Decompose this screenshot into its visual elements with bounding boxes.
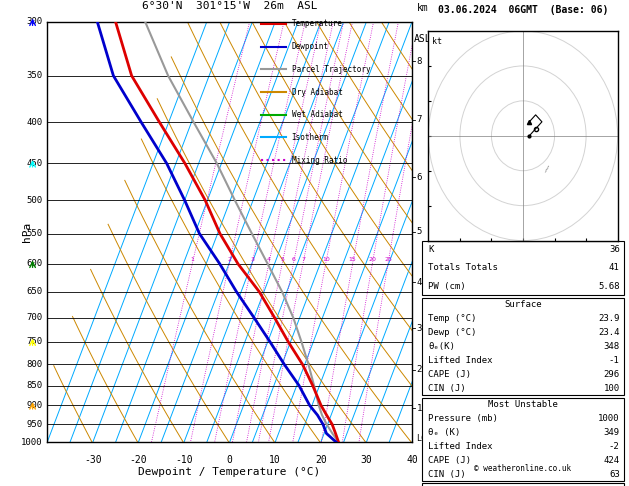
Text: 550: 550 [26, 229, 43, 238]
Text: Temperature: Temperature [292, 19, 342, 29]
Text: 25: 25 [384, 257, 392, 262]
Text: 8: 8 [416, 57, 422, 66]
Text: 100: 100 [604, 384, 620, 393]
Text: 3: 3 [250, 257, 254, 262]
Text: CIN (J): CIN (J) [428, 469, 466, 479]
Bar [422, 298, 624, 396]
Text: Mixing Ratio: Mixing Ratio [292, 156, 347, 165]
Text: ASL: ASL [414, 35, 431, 45]
Text: 7: 7 [416, 115, 422, 124]
Text: 348: 348 [604, 342, 620, 351]
Text: 15: 15 [349, 257, 357, 262]
Text: CAPE (J): CAPE (J) [428, 370, 471, 379]
Text: 296: 296 [604, 370, 620, 379]
Text: 300: 300 [26, 17, 43, 26]
Text: hPa: hPa [22, 222, 32, 242]
Text: 400: 400 [26, 118, 43, 127]
Text: \: \ [542, 164, 550, 173]
Text: -30: -30 [84, 455, 102, 465]
Text: 20: 20 [369, 257, 376, 262]
Text: PW (cm): PW (cm) [428, 282, 466, 291]
Text: 36: 36 [609, 245, 620, 254]
Text: 10: 10 [322, 257, 330, 262]
Text: 23.4: 23.4 [598, 328, 620, 337]
Text: 900: 900 [26, 401, 43, 410]
Text: Most Unstable: Most Unstable [488, 400, 558, 409]
Text: Isotherm: Isotherm [292, 133, 328, 142]
Text: CIN (J): CIN (J) [428, 384, 466, 393]
Text: 450: 450 [26, 159, 43, 168]
Text: 650: 650 [26, 287, 43, 296]
Text: 20: 20 [315, 455, 326, 465]
Text: Dry Adiabat: Dry Adiabat [292, 87, 342, 97]
Text: Temp (°C): Temp (°C) [428, 314, 477, 323]
Text: 1: 1 [416, 404, 422, 413]
Text: 800: 800 [26, 360, 43, 369]
Text: CAPE (J): CAPE (J) [428, 456, 471, 465]
Text: Pressure (mb): Pressure (mb) [428, 414, 498, 423]
Text: 600: 600 [26, 260, 43, 268]
Text: θₑ(K): θₑ(K) [428, 342, 455, 351]
Text: Parcel Trajectory: Parcel Trajectory [292, 65, 370, 74]
Text: 5: 5 [416, 227, 422, 236]
Bar [422, 241, 624, 295]
Text: 350: 350 [26, 71, 43, 80]
Text: 5: 5 [281, 257, 284, 262]
Text: 4: 4 [416, 278, 422, 287]
Text: 10: 10 [269, 455, 281, 465]
Text: K: K [428, 245, 434, 254]
Text: 500: 500 [26, 196, 43, 205]
Text: Dewp (°C): Dewp (°C) [428, 328, 477, 337]
Text: 424: 424 [604, 456, 620, 465]
Text: 850: 850 [26, 381, 43, 390]
Bar [422, 398, 624, 481]
Text: km: km [417, 3, 429, 14]
Text: Totals Totals: Totals Totals [428, 263, 498, 273]
Text: 950: 950 [26, 420, 43, 429]
Text: 1000: 1000 [598, 414, 620, 423]
Text: 2: 2 [227, 257, 231, 262]
Text: Surface: Surface [504, 300, 542, 309]
Text: -20: -20 [130, 455, 147, 465]
Text: 700: 700 [26, 313, 43, 322]
Text: Dewpoint: Dewpoint [292, 42, 328, 51]
Text: θₑ (K): θₑ (K) [428, 428, 460, 437]
Text: 3: 3 [416, 324, 422, 332]
Text: -1: -1 [609, 356, 620, 365]
Text: 03.06.2024  06GMT  (Base: 06): 03.06.2024 06GMT (Base: 06) [438, 5, 608, 15]
Text: 63: 63 [609, 469, 620, 479]
Text: 349: 349 [604, 428, 620, 437]
Text: 5.68: 5.68 [598, 282, 620, 291]
Text: 1000: 1000 [21, 438, 43, 447]
Text: 750: 750 [26, 337, 43, 347]
Text: Lifted Index: Lifted Index [428, 442, 493, 451]
Text: Wet Adiabat: Wet Adiabat [292, 110, 342, 119]
Text: -2: -2 [609, 442, 620, 451]
Text: 0: 0 [226, 455, 233, 465]
Text: 6: 6 [416, 173, 422, 182]
Text: Dewpoint / Temperature (°C): Dewpoint / Temperature (°C) [138, 468, 321, 477]
Text: 4: 4 [267, 257, 271, 262]
Text: LCL: LCL [416, 434, 431, 443]
Text: 6°30'N  301°15'W  26m  ASL: 6°30'N 301°15'W 26m ASL [142, 1, 318, 11]
Text: Lifted Index: Lifted Index [428, 356, 493, 365]
Text: -10: -10 [175, 455, 193, 465]
Text: 41: 41 [609, 263, 620, 273]
Text: Mixing Ratio (g/kg): Mixing Ratio (g/kg) [448, 185, 457, 279]
Text: 23.9: 23.9 [598, 314, 620, 323]
Text: 1: 1 [191, 257, 194, 262]
Bar [422, 484, 624, 486]
Text: 7: 7 [301, 257, 305, 262]
Text: © weatheronline.co.uk: © weatheronline.co.uk [474, 464, 572, 473]
Text: 2: 2 [416, 365, 422, 374]
Text: kt: kt [432, 37, 442, 46]
Text: 6: 6 [291, 257, 296, 262]
Text: 30: 30 [360, 455, 372, 465]
Text: 40: 40 [406, 455, 418, 465]
